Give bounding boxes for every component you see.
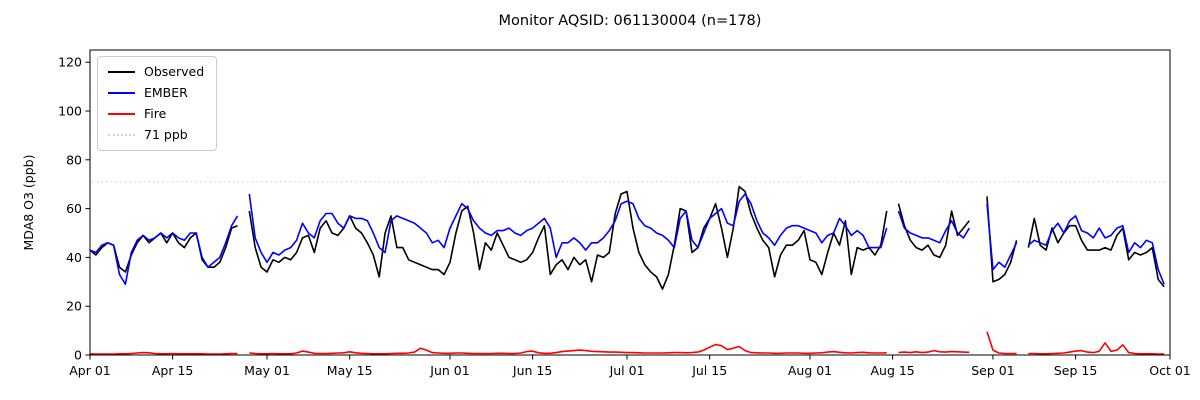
legend-line-sample bbox=[108, 113, 135, 115]
x-tick-label: Apr 01 bbox=[69, 363, 111, 378]
series-line-observed bbox=[89, 185, 1165, 290]
legend-label: Observed bbox=[144, 64, 205, 79]
legend-item-ember: EMBER bbox=[108, 85, 204, 101]
y-tick-label: 40 bbox=[66, 250, 82, 265]
legend: Observed EMBER Fire 71 ppb bbox=[97, 56, 218, 151]
x-tick-label: Jul 01 bbox=[609, 363, 645, 378]
legend-label: 71 ppb bbox=[144, 127, 188, 142]
x-tick-label: Sep 01 bbox=[971, 363, 1014, 378]
x-tick-label: Jun 15 bbox=[512, 363, 552, 378]
y-tick-label: 60 bbox=[66, 201, 82, 216]
x-tick-label: Jun 01 bbox=[429, 363, 469, 378]
x-tick-label: May 15 bbox=[327, 363, 373, 378]
y-tick-label: 80 bbox=[66, 152, 82, 167]
y-tick-label: 100 bbox=[58, 104, 82, 119]
x-tick-label: Oct 01 bbox=[1149, 363, 1191, 378]
chart-title: Monitor AQSID: 061130004 (n=178) bbox=[498, 13, 762, 29]
x-tick-label: Aug 01 bbox=[788, 363, 832, 378]
y-tick-label: 120 bbox=[58, 55, 82, 70]
y-tick-label: 0 bbox=[74, 348, 82, 363]
legend-label: Fire bbox=[144, 106, 167, 121]
x-tick-label: Aug 15 bbox=[870, 363, 914, 378]
plot-frame bbox=[89, 49, 1171, 356]
x-tick-label: Apr 15 bbox=[152, 363, 194, 378]
series-line-ember bbox=[89, 193, 1165, 285]
legend-line-sample bbox=[108, 134, 135, 136]
x-tick-label: May 01 bbox=[244, 363, 290, 378]
x-tick-label: Jul 15 bbox=[691, 363, 727, 378]
legend-item-71-ppb: 71 ppb bbox=[108, 127, 204, 143]
legend-line-sample bbox=[108, 92, 135, 94]
y-axis-label: MDA8 O3 (ppb) bbox=[21, 155, 36, 251]
legend-item-fire: Fire bbox=[108, 106, 204, 122]
y-tick-label: 20 bbox=[66, 299, 82, 314]
legend-line-sample bbox=[108, 71, 135, 73]
legend-label: EMBER bbox=[144, 85, 188, 100]
x-tick-label: Sep 15 bbox=[1054, 363, 1097, 378]
legend-item-observed: Observed bbox=[108, 64, 204, 80]
series-line-fire bbox=[89, 331, 1165, 355]
